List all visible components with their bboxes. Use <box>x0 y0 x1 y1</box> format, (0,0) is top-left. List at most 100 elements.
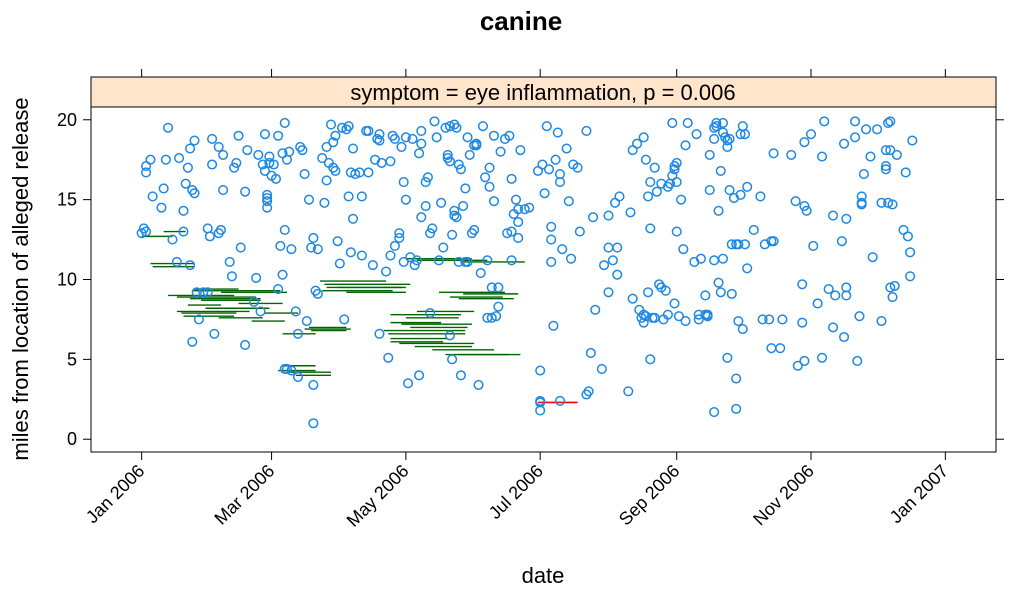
data-point <box>264 151 275 162</box>
data-point <box>317 153 328 164</box>
data-point <box>739 129 751 140</box>
data-point <box>852 355 863 367</box>
data-point <box>229 162 240 173</box>
data-point <box>883 117 894 129</box>
data-point <box>332 236 343 247</box>
data-point <box>535 405 546 416</box>
data-point <box>469 224 480 236</box>
data-point <box>458 200 469 212</box>
data-point <box>680 315 691 327</box>
data-point <box>218 149 229 160</box>
data-point <box>191 287 202 298</box>
data-point <box>416 138 427 149</box>
data-point <box>253 149 264 160</box>
data-point <box>242 145 253 156</box>
data-point <box>484 162 495 173</box>
data-point <box>715 287 726 298</box>
segment-layer <box>141 230 578 404</box>
data-point <box>554 395 566 406</box>
data-point <box>713 277 724 288</box>
data-point <box>262 189 273 200</box>
data-point <box>880 161 891 172</box>
data-point <box>447 229 458 240</box>
data-point <box>226 271 237 282</box>
data-point <box>717 253 729 264</box>
data-point <box>790 196 801 207</box>
data-point <box>709 133 720 144</box>
data-point <box>704 149 715 160</box>
data-point <box>136 228 147 239</box>
y-tick-label: 5 <box>67 349 77 369</box>
data-point <box>400 132 411 143</box>
data-point <box>777 314 788 325</box>
data-point <box>603 242 614 253</box>
data-point <box>215 224 226 236</box>
data-point <box>389 240 400 252</box>
data-point <box>543 164 555 175</box>
data-point <box>801 205 812 216</box>
data-point <box>792 360 803 371</box>
data-point <box>455 370 466 381</box>
data-point <box>187 336 198 347</box>
data-point <box>319 197 330 208</box>
x-tick-label: Mar 2006 <box>210 461 278 529</box>
data-point <box>279 224 290 236</box>
data-point <box>367 260 378 271</box>
data-point <box>451 212 462 223</box>
data-point <box>836 236 847 247</box>
data-point <box>158 183 169 194</box>
data-point <box>473 379 484 390</box>
data-point <box>482 255 493 266</box>
data-point <box>308 379 319 390</box>
data-point <box>185 143 196 154</box>
data-point <box>440 122 451 133</box>
data-point <box>539 188 550 199</box>
data-point <box>306 242 317 253</box>
data-point <box>167 234 178 245</box>
data-point <box>273 284 284 295</box>
data-point <box>612 242 623 253</box>
data-point <box>645 354 656 365</box>
data-point <box>427 223 438 234</box>
data-point <box>614 191 625 202</box>
data-point <box>515 145 526 156</box>
data-point <box>374 129 385 140</box>
data-point <box>262 202 273 213</box>
data-point <box>724 133 735 144</box>
data-point <box>823 284 834 295</box>
data-point <box>552 127 563 138</box>
data-point <box>645 223 656 234</box>
data-point <box>422 172 433 183</box>
data-point <box>147 191 158 202</box>
data-point <box>248 296 259 307</box>
data-point <box>433 255 444 266</box>
data-point <box>449 205 460 216</box>
data-point <box>513 216 524 228</box>
data-point <box>425 307 436 319</box>
data-point <box>259 165 271 176</box>
data-point <box>546 221 557 232</box>
data-point <box>583 386 594 397</box>
data-point <box>394 232 405 244</box>
data-point <box>477 121 488 132</box>
data-point <box>262 192 273 204</box>
data-point <box>510 194 522 205</box>
data-point <box>303 194 315 205</box>
data-point <box>350 169 361 180</box>
x-tick-label: Nov 2006 <box>749 461 818 530</box>
data-point <box>596 363 607 374</box>
data-point <box>574 226 585 237</box>
data-point <box>546 256 557 267</box>
data-point <box>709 255 720 266</box>
data-point <box>506 255 517 266</box>
data-point <box>839 331 850 343</box>
data-point <box>495 146 506 157</box>
data-point <box>299 169 310 180</box>
data-point <box>493 301 504 312</box>
data-point <box>240 339 251 351</box>
data-point <box>213 141 224 152</box>
y-axis-label: miles from location of alleged release <box>8 97 33 460</box>
data-point <box>389 133 400 144</box>
data-point <box>409 260 420 271</box>
